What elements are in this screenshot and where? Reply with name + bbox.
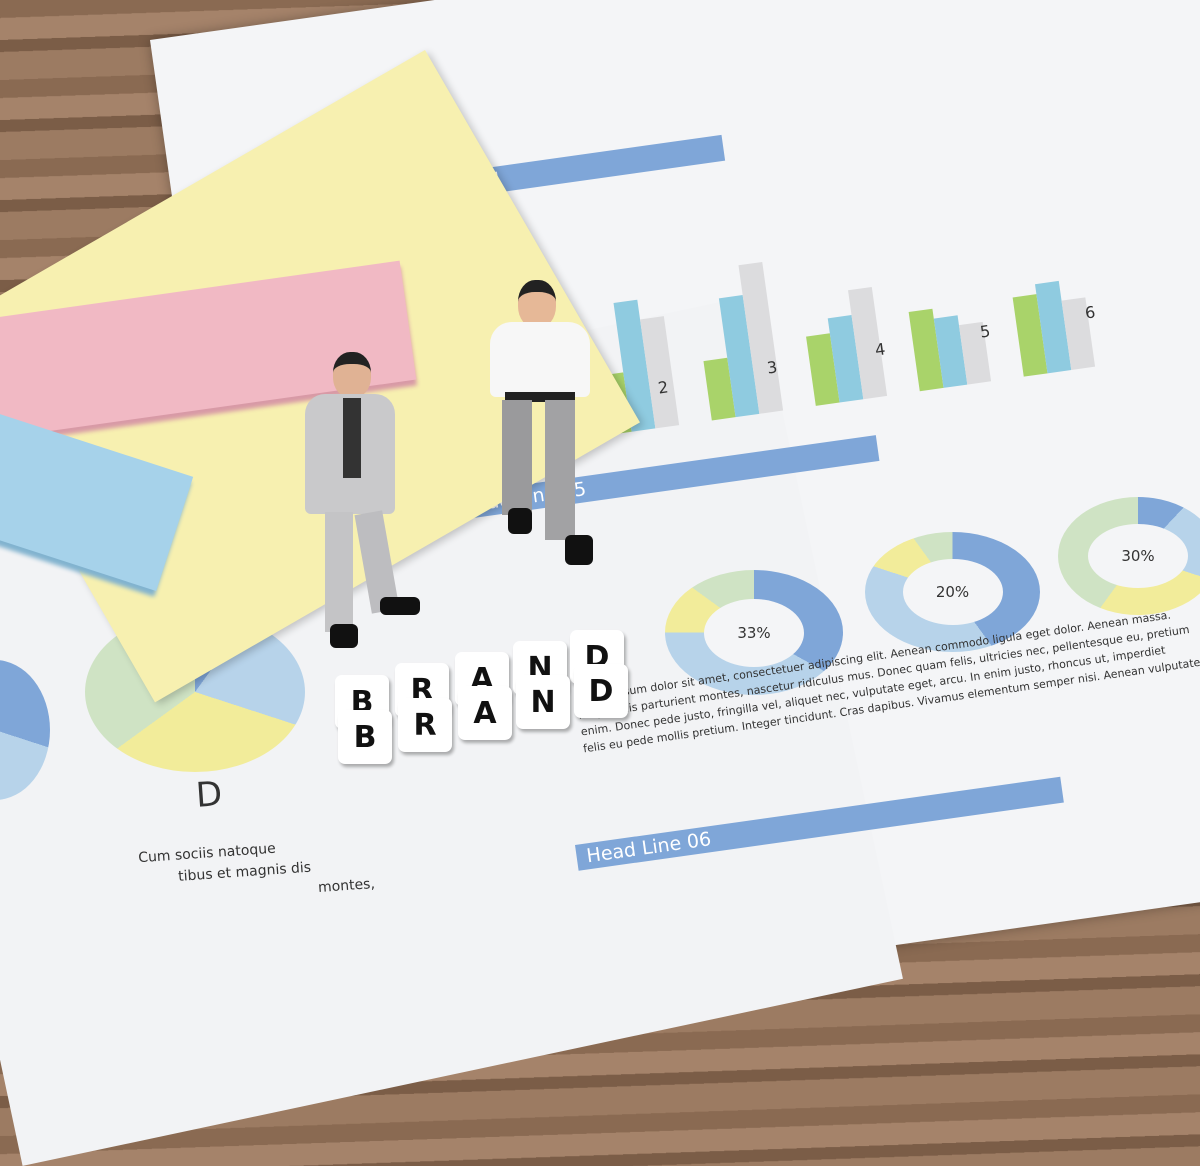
letter-cube: B <box>338 710 392 764</box>
donut-chart-20: 20% <box>865 532 1040 652</box>
figurine-shirt <box>470 280 610 570</box>
donut-label: 20% <box>902 559 1003 625</box>
letter-cube: N <box>516 675 570 729</box>
donut-chart-30: 30% <box>1058 497 1200 615</box>
caption-line: montes, <box>317 876 376 896</box>
section-letter: D <box>194 774 224 816</box>
letter-cube: A <box>458 686 512 740</box>
donut-label: 33% <box>704 598 804 667</box>
figurine-suit <box>285 352 425 652</box>
letter-cube: D <box>574 664 628 718</box>
donut-label: 30% <box>1088 524 1188 588</box>
donut-chart-33: 33% <box>665 570 843 695</box>
letter-cube: R <box>398 698 452 752</box>
